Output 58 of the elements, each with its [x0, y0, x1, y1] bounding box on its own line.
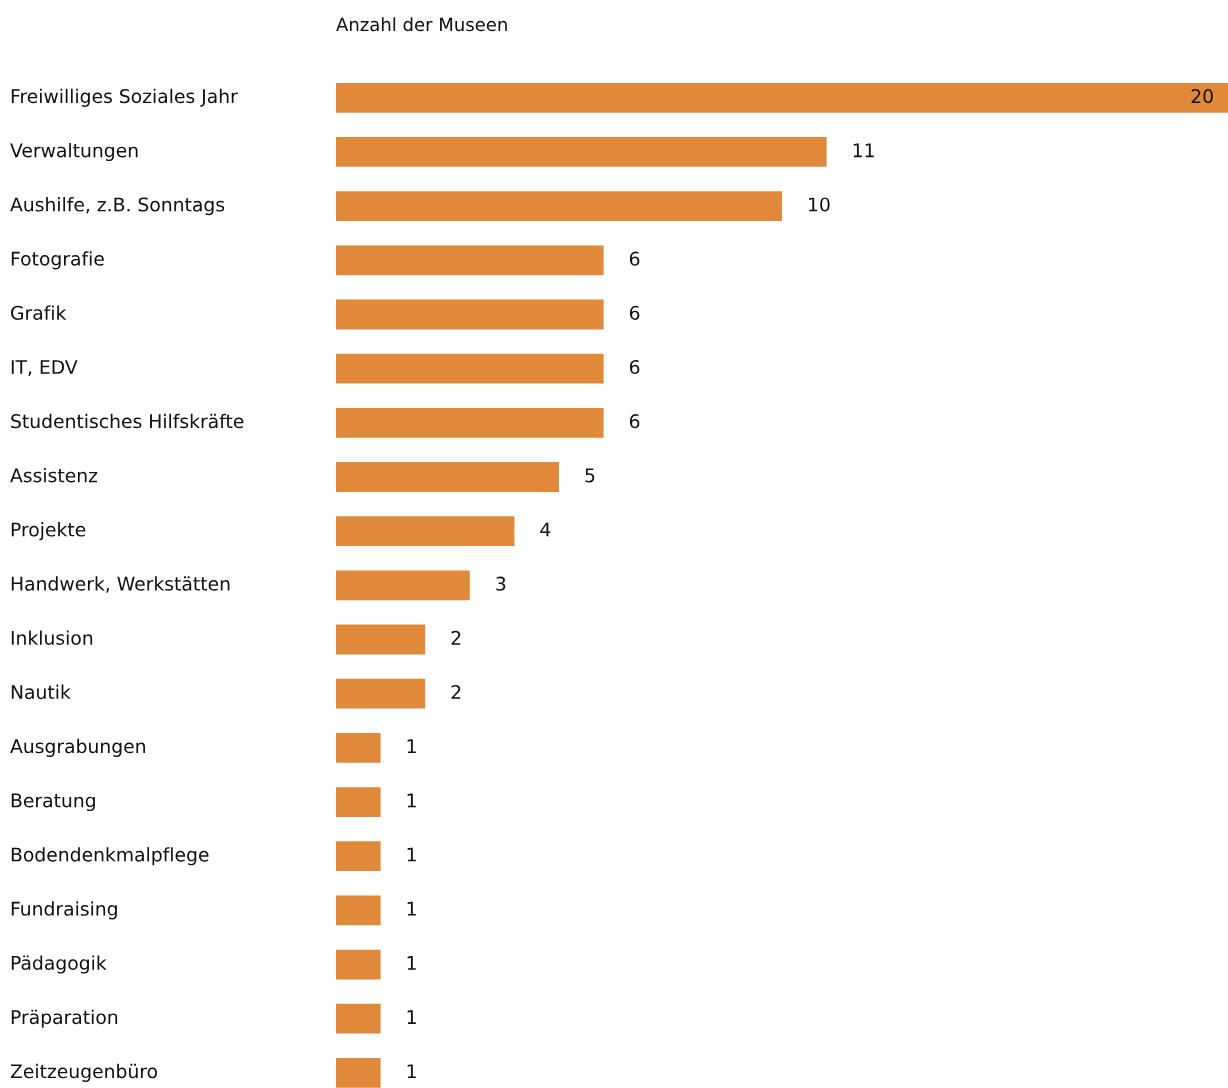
data-label: 11: [853, 143, 874, 158]
y-tick-label: Projekte: [11, 522, 86, 541]
bar: [336, 82, 1228, 113]
bar: [336, 732, 381, 763]
y-tick-label: Assistenz: [10, 467, 98, 483]
data-label: 1: [407, 956, 416, 970]
y-tick-label: Studentisches Hilfskräfte: [11, 413, 244, 429]
bar: [336, 624, 426, 655]
data-label: 5: [585, 468, 595, 483]
data-label: 20: [1191, 89, 1213, 104]
data-label: 2: [451, 684, 461, 699]
data-label: 1: [407, 1064, 416, 1079]
bar: [336, 949, 381, 980]
data-label: 6: [629, 359, 640, 375]
y-tick-label: Grafik: [11, 305, 67, 320]
bar: [336, 299, 604, 330]
data-label: 6: [629, 251, 640, 266]
y-tick-label: Freiwilliges Soziales Jahr: [11, 88, 238, 107]
bar: [336, 516, 515, 547]
y-tick-label: Fundraising: [11, 901, 117, 920]
y-tick-label: Verwaltungen: [10, 142, 138, 162]
bar: [336, 570, 470, 601]
bar: [336, 462, 559, 492]
y-tick-label: Fotografie: [11, 251, 104, 270]
bar: [336, 895, 381, 926]
bar: [336, 245, 604, 276]
y-tick-label: Handwerk, Werkstätten: [11, 576, 230, 593]
y-tick-label: Ausgrabungen: [10, 738, 145, 757]
data-label: 1: [407, 1010, 416, 1024]
chart-title: Anzahl der Museen: [336, 17, 507, 32]
y-tick-label: Nautik: [11, 684, 71, 700]
data-label: 6: [629, 414, 640, 429]
bar: [336, 137, 827, 167]
bar: [336, 1003, 381, 1034]
y-tick-label: Präparation: [11, 1009, 118, 1028]
data-label: 3: [496, 576, 506, 591]
data-label: 1: [407, 847, 416, 862]
y-tick-label: IT, EDV: [11, 360, 78, 377]
bar: [336, 191, 782, 222]
y-tick-label: Beratung: [11, 793, 95, 812]
data-label: 10: [809, 197, 830, 212]
bar: [336, 407, 604, 438]
y-tick-label: Pädagogik: [11, 955, 107, 974]
data-label: 1: [407, 739, 416, 754]
bar: [336, 841, 381, 872]
y-tick-label: Inklusion: [11, 630, 93, 645]
bar: [336, 1057, 381, 1088]
bar: [336, 353, 604, 384]
data-label: 2: [451, 630, 461, 645]
y-tick-label: Bodendenkmalpflege: [11, 847, 209, 866]
data-label: 1: [407, 901, 416, 916]
data-label: 1: [407, 793, 416, 808]
y-tick-label: Aushilfe, z.B. Sonntags: [10, 197, 225, 216]
bar: [336, 787, 381, 817]
y-tick-label: Zeitzeugenbüro: [10, 1063, 158, 1082]
data-label: 4: [540, 522, 551, 537]
data-label: 6: [629, 305, 640, 320]
bar: [336, 678, 426, 709]
